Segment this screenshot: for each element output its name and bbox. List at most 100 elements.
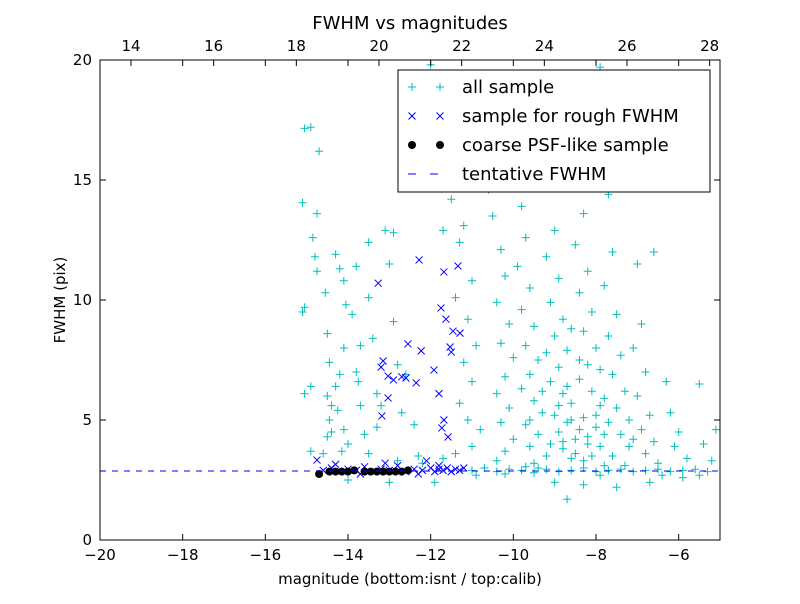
all-sample-point — [616, 465, 625, 474]
legend: all sample sample for rough FWHM coarse … — [397, 69, 711, 193]
all-sample-point — [604, 466, 613, 475]
all-sample-point — [538, 387, 547, 396]
all-sample-point — [563, 418, 572, 427]
all-sample-point — [707, 456, 716, 465]
all-sample-point — [339, 276, 348, 285]
all-sample-point — [354, 377, 363, 386]
all-sample-point — [356, 341, 365, 350]
rough-fwhm-point — [379, 357, 387, 365]
all-sample-point — [546, 440, 555, 448]
all-sample-point — [554, 274, 563, 283]
all-sample-point — [389, 228, 398, 237]
all-sample-point — [348, 310, 357, 319]
all-sample-point — [600, 461, 609, 470]
rough-fwhm-point — [446, 343, 454, 351]
all-sample-point — [608, 452, 617, 460]
all-sample-point — [658, 471, 667, 480]
psf-sample-point — [325, 467, 334, 476]
all-sample-point — [323, 392, 332, 400]
all-sample-point — [637, 425, 646, 434]
rough-fwhm-point — [389, 376, 398, 384]
top-x-tick-label: 16 — [204, 37, 223, 55]
all-sample-point — [579, 480, 588, 489]
all-sample-point — [521, 341, 530, 350]
x-tick-label: −18 — [167, 546, 199, 564]
all-sample-point — [327, 428, 336, 436]
all-sample-point — [525, 416, 534, 424]
all-sample-point — [674, 428, 683, 436]
all-sample-point — [344, 476, 352, 484]
all-sample-point — [567, 454, 576, 463]
all-sample-point — [670, 442, 679, 451]
legend-label-rough-fwhm: sample for rough FWHM — [462, 106, 679, 127]
all-sample-point — [596, 365, 605, 374]
all-sample-point — [600, 281, 609, 290]
all-sample-point — [306, 123, 315, 132]
all-sample-point — [703, 467, 712, 476]
all-sample-point — [410, 420, 419, 429]
all-sample-point — [496, 418, 505, 427]
all-sample-point — [546, 377, 555, 386]
all-sample-point — [447, 195, 456, 204]
rough-fwhm-point — [444, 433, 452, 441]
legend-marker-all-sample-point — [436, 83, 444, 91]
all-sample-point — [319, 449, 328, 458]
rough-fwhm-point — [430, 467, 439, 476]
all-sample-point — [337, 447, 346, 456]
all-sample-point — [542, 252, 551, 261]
all-sample-point — [641, 449, 650, 458]
all-sample-point — [325, 358, 334, 367]
all-sample-point — [649, 437, 658, 446]
all-sample-point — [542, 348, 551, 357]
all-sample-point — [505, 320, 514, 328]
rough-fwhm-point — [437, 424, 446, 432]
all-sample-point — [468, 466, 476, 475]
all-sample-point — [468, 442, 476, 451]
all-sample-point — [645, 478, 654, 487]
all-sample-point — [517, 202, 526, 211]
all-sample-point — [608, 370, 617, 379]
all-sample-point — [501, 470, 510, 478]
all-sample-point — [579, 209, 588, 218]
all-sample-point — [592, 423, 600, 432]
plot-marks — [100, 60, 720, 504]
all-sample-point — [505, 465, 514, 474]
all-sample-point — [501, 372, 510, 381]
all-sample-point — [310, 252, 319, 261]
all-sample-point — [554, 467, 563, 476]
all-sample-point — [534, 430, 543, 439]
all-sample-point — [339, 344, 348, 352]
x-axis-label: magnitude (bottom:isnt / top:calib) — [278, 570, 542, 588]
rough-fwhm-point — [397, 372, 406, 381]
all-sample-point — [381, 226, 390, 235]
top-x-tick-label: 20 — [369, 37, 388, 55]
rough-fwhm-point — [422, 456, 431, 465]
all-sample-point — [509, 435, 518, 444]
rough-fwhm-point — [313, 456, 321, 464]
all-sample-point — [352, 368, 361, 376]
rough-fwhm-point — [447, 467, 456, 476]
legend-marker-psf-sample-point — [408, 141, 416, 149]
all-sample-point — [579, 456, 588, 465]
all-sample-point — [579, 413, 588, 422]
all-sample-point — [596, 471, 605, 480]
legend-label-tentative-fwhm: tentative FWHM — [462, 164, 606, 185]
rough-fwhm-point — [384, 372, 392, 380]
all-sample-point — [459, 358, 468, 367]
all-sample-point — [393, 456, 402, 465]
all-sample-point — [476, 425, 485, 434]
all-sample-point — [583, 440, 592, 448]
psf-sample-point — [379, 467, 388, 476]
all-sample-point — [554, 401, 563, 410]
all-sample-point — [327, 401, 336, 410]
all-sample-point — [321, 288, 330, 297]
all-sample-point — [682, 454, 691, 463]
all-sample-point — [397, 408, 406, 417]
all-sample-point — [505, 404, 514, 412]
chart-title: FWHM vs magnitudes — [312, 13, 507, 34]
psf-sample-point — [372, 467, 381, 476]
all-sample-point — [300, 303, 309, 312]
all-sample-point — [393, 360, 402, 369]
all-sample-point — [666, 408, 675, 417]
all-sample-point — [542, 465, 551, 474]
